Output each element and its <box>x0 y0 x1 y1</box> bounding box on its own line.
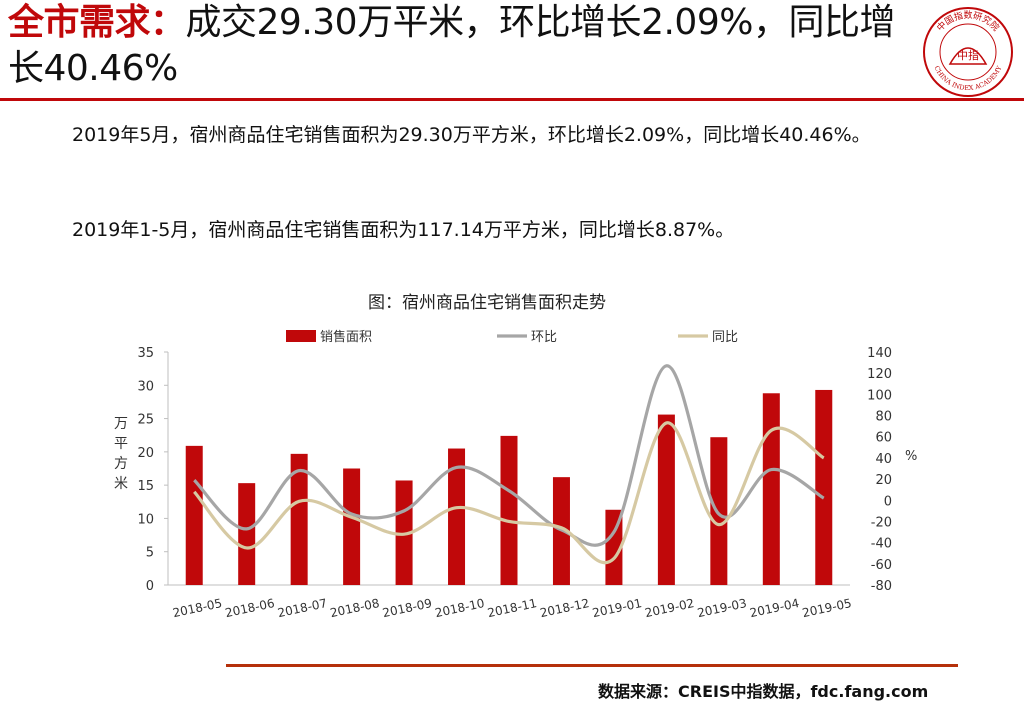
x-tick-label: 2018-11 <box>486 596 538 620</box>
footer-divider <box>226 664 958 667</box>
bar-sales-area <box>500 435 518 585</box>
right-tick-label: 120 <box>867 367 892 382</box>
x-tick-label: 2018-07 <box>276 596 328 620</box>
bar-sales-area <box>605 509 623 585</box>
bar-sales-area <box>185 445 203 585</box>
left-tick-label: 10 <box>137 512 154 527</box>
bar-sales-area <box>290 453 308 585</box>
line-mom <box>193 364 825 547</box>
y2-axis-label: % <box>905 449 917 464</box>
right-tick-label: 60 <box>875 431 892 446</box>
bar-sales-area <box>238 483 256 585</box>
bar-sales-area <box>448 448 466 585</box>
left-tick-label: 20 <box>137 446 154 461</box>
right-tick-label: 100 <box>867 388 892 403</box>
legend-label: 销售面积 <box>320 329 372 345</box>
x-tick-label: 2018-06 <box>224 596 276 620</box>
x-tick-label: 2019-02 <box>644 596 696 620</box>
bar-sales-area <box>815 389 833 585</box>
x-tick-label: 2018-10 <box>434 596 486 620</box>
data-source: 数据来源：CREIS中指数据，fdc.fang.com <box>598 682 929 701</box>
right-tick-label: -40 <box>871 537 892 552</box>
chart-title: 图：宿州商品住宅销售面积走势 <box>368 293 606 313</box>
bar-sales-area <box>343 468 361 585</box>
right-tick-label: 80 <box>875 410 892 425</box>
legend-label: 同比 <box>712 330 738 345</box>
left-tick-label: 0 <box>146 579 154 594</box>
bar-sales-area <box>710 437 728 585</box>
left-tick-label: 5 <box>146 546 154 561</box>
left-tick-label: 15 <box>137 479 154 494</box>
x-tick-label: 2019-03 <box>696 596 748 620</box>
right-tick-label: -80 <box>871 579 892 594</box>
bar-sales-area <box>657 414 675 585</box>
left-tick-label: 35 <box>137 346 154 361</box>
paragraph-monthly: 2019年5月，宿州商品住宅销售面积为29.30万平方米，环比增长2.09%，同… <box>72 124 871 146</box>
paragraph-ytd: 2019年1-5月，宿州商品住宅销售面积为117.14万平方米，同比增长8.87… <box>72 219 735 241</box>
page-title: 全市需求：成交29.30万平米，环比增长2.09%，同比增长40.46% <box>8 0 908 92</box>
bar-sales-area <box>762 393 780 585</box>
legend-label: 环比 <box>531 330 557 345</box>
right-tick-label: -60 <box>871 558 892 573</box>
legend-swatch-bar <box>286 330 316 342</box>
header-divider <box>0 98 1024 101</box>
line-yoy <box>193 421 825 565</box>
x-tick-label: 2018-09 <box>381 596 433 620</box>
page-title-accent: 全市需求： <box>8 2 186 43</box>
right-tick-label: 140 <box>867 346 892 361</box>
page-title-rest: 成交29.30万平米，环比增长2.09%，同比增长40.46% <box>8 2 895 89</box>
x-tick-label: 2019-01 <box>591 596 643 620</box>
right-tick-label: 0 <box>884 494 892 509</box>
left-tick-label: 30 <box>137 379 154 394</box>
x-tick-label: 2018-05 <box>171 596 223 620</box>
china-index-academy-logo: 中国指数研究院 CHINA INDEX ACADEMY 中指 <box>923 7 1013 97</box>
x-tick-label: 2019-05 <box>801 596 853 620</box>
logo-text-center: 中指 <box>957 48 979 62</box>
x-tick-label: 2019-04 <box>748 596 800 620</box>
right-tick-label: 40 <box>875 452 892 467</box>
right-tick-label: 20 <box>875 473 892 488</box>
x-tick-label: 2018-12 <box>539 596 591 620</box>
x-tick-label: 2018-08 <box>329 596 381 620</box>
right-tick-label: -20 <box>871 515 892 530</box>
y-axis-label: 万平方米 <box>114 416 128 492</box>
left-tick-label: 25 <box>137 413 154 428</box>
